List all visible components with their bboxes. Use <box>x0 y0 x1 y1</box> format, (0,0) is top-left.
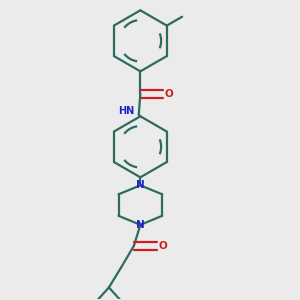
Text: O: O <box>165 89 173 99</box>
Text: N: N <box>136 220 145 230</box>
Text: HN: HN <box>118 106 135 116</box>
Text: N: N <box>136 180 145 190</box>
Text: O: O <box>159 241 168 251</box>
